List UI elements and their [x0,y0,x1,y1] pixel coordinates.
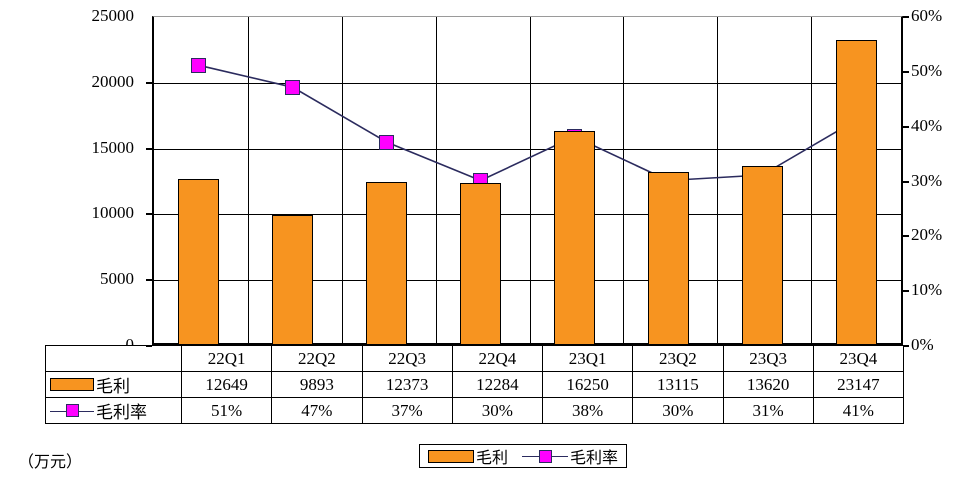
table-cell: 23147 [812,371,905,398]
table-header-row: 22Q1 22Q2 22Q3 22Q4 23Q1 23Q2 23Q3 23Q4 [45,345,905,372]
table-cell: 37% [361,397,453,424]
line-marker-swatch-icon [50,404,94,417]
table-header-cell: 23Q3 [722,345,814,372]
left-axis-tick-mark [146,81,152,84]
left-axis-tick-label: 25000 [91,6,135,25]
left-axis-tick-mark [146,213,152,216]
table-row-label: 毛利率 [45,397,182,424]
right-axis-tick-mark [903,235,909,238]
table-row-label-text: 毛利率 [96,403,147,423]
table-header-cell: 23Q1 [541,345,634,372]
table-cell: 12649 [180,371,273,398]
data-table-zone: 22Q1 22Q2 22Q3 22Q4 23Q1 23Q2 23Q3 23Q4 毛利 12649 9… [45,345,905,424]
table-header-cell: 22Q4 [451,345,544,372]
left-axis-tick-label: 20000 [91,71,135,91]
legend-label-gross-margin: 毛利率 [570,448,619,467]
category-divider [435,17,437,343]
table-cell: 30% [632,397,724,424]
right-percent-axis: 0% 10% 20% 30% 40% 50% 60% [911,0,963,486]
table-cell: 13115 [632,371,724,398]
left-axis-tick-label: 0 [125,335,135,354]
table-cell: 41% [812,397,905,424]
gridline [154,148,901,150]
table-row: 毛利率 51% 47% 37% 30% 38% 30% 31% 41% [45,397,905,424]
gridline [154,82,901,84]
category-divider [717,17,719,343]
right-axis-tick-mark [903,125,909,128]
legend-item-gross-margin: 毛利率 [522,444,618,468]
table-cell: 31% [722,397,814,424]
table-header-cell: 23Q4 [812,345,905,372]
table-cell: 13620 [722,371,814,398]
right-axis-tick-mark [903,70,909,73]
right-axis-tick-label: 50% [911,60,943,80]
bar-gross-profit[interactable] [647,172,689,345]
left-axis-tick-label: 5000 [100,269,134,289]
right-axis-tick-label: 30% [911,170,943,190]
right-axis-tick-label: 40% [911,115,943,135]
marker-gross-margin[interactable] [191,57,207,73]
marker-gross-margin[interactable] [285,79,301,95]
table-header-cell: 22Q1 [180,345,273,372]
gridline [154,280,901,282]
right-axis-tick-label: 0% [911,335,934,354]
left-axis-tick-label: 10000 [91,203,135,223]
marker-gross-margin[interactable] [379,134,395,150]
left-axis-tick-mark [146,279,152,282]
left-axis-tick-mark [146,147,152,150]
bar-gross-profit[interactable] [178,178,220,345]
left-axis-tick-mark [146,345,152,347]
table-header-cell: 23Q2 [632,345,724,372]
right-axis-tick-label: 20% [911,225,943,245]
right-axis-tick-label: 60% [911,6,943,25]
table-row-label-text: 毛利 [96,377,130,397]
bar-gross-profit[interactable] [741,165,783,345]
left-axis-tick-label: 15000 [91,137,135,157]
bar-gross-profit[interactable] [272,214,314,345]
table-header-cell: 22Q2 [271,345,363,372]
category-divider [529,17,531,343]
line-marker-swatch-icon [522,449,569,463]
table-cell: 38% [541,397,634,424]
bar-gross-profit[interactable] [835,40,877,345]
table-cell: 12284 [451,371,544,398]
table-row-label: 毛利 [45,371,182,398]
table-cell: 47% [271,397,363,424]
gridline [154,214,901,216]
right-axis-tick-mark [903,16,909,18]
table-row: 毛利 12649 9893 12373 12284 16250 13115 13620 2314… [45,371,905,398]
legend-item-gross-profit: 毛利 [428,444,508,468]
table-cell: 9893 [271,371,363,398]
table-cell: 51% [180,397,273,424]
chart-legend: 毛利 毛利率 [419,444,628,468]
right-axis-tick-label: 10% [911,280,943,300]
table-cell: 12373 [361,371,453,398]
bar-gross-profit[interactable] [460,183,502,345]
table-header-cell: 22Q3 [361,345,453,372]
category-divider [811,17,813,343]
category-divider [623,17,625,343]
category-divider [247,17,249,343]
data-table: 22Q1 22Q2 22Q3 22Q4 23Q1 23Q2 23Q3 23Q4 毛利 12649 9… [45,345,905,424]
category-divider [341,17,343,343]
left-value-axis: 0 5000 10000 15000 20000 25000 [0,0,146,486]
bar-gross-profit[interactable] [366,182,408,345]
plot-frame [152,16,903,345]
table-cell: 16250 [541,371,634,398]
table-cell: 30% [451,397,544,424]
right-axis-tick-mark [903,345,909,347]
unit-note: （万元） [18,452,83,471]
bar-swatch-icon [428,449,474,463]
bar-gross-profit[interactable] [553,131,595,345]
right-axis-tick-mark [903,290,909,293]
table-corner-cell [45,345,182,372]
legend-label-gross-profit: 毛利 [476,448,509,467]
bar-swatch-icon [50,378,94,391]
plot-area [152,16,903,345]
right-axis-tick-mark [903,180,909,183]
